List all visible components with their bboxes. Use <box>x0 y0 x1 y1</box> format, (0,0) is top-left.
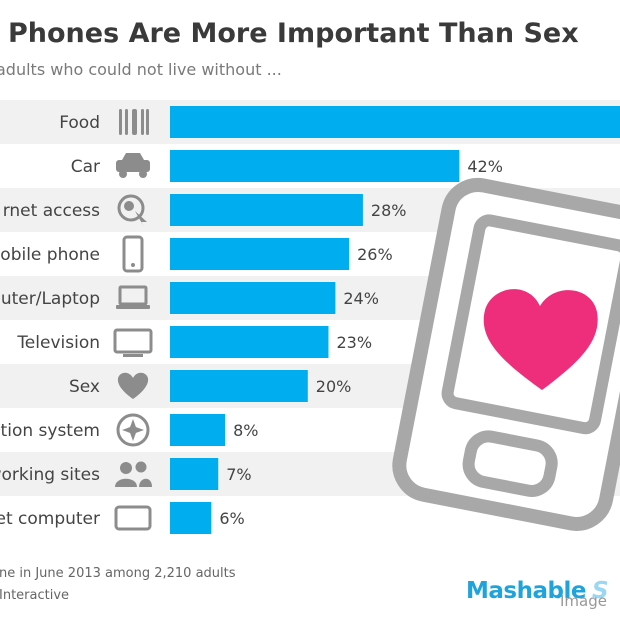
category-label: Sex <box>69 377 100 397</box>
category-label: uter/Laptop <box>1 289 100 309</box>
attribution-note: Interactive <box>0 588 70 603</box>
bar <box>170 502 212 534</box>
value-label: 24% <box>343 289 379 308</box>
value-label: 26% <box>357 245 393 264</box>
mashable-logo: Mashable <box>466 578 586 604</box>
category-label: Car <box>71 157 100 177</box>
page-title: Phones Are More Important Than Sex <box>8 18 579 49</box>
category-label: ation system <box>0 421 100 441</box>
category-label: obile phone <box>0 245 100 265</box>
television-icon <box>113 328 153 357</box>
phone-heart-illustration <box>392 177 620 531</box>
globe-cursor-icon <box>117 194 147 227</box>
cutlery-icon <box>119 109 149 135</box>
bar <box>170 326 329 358</box>
bar <box>170 150 460 182</box>
bar <box>170 414 226 446</box>
value-label: 28% <box>371 201 407 220</box>
bar <box>170 282 336 314</box>
category-label: et computer <box>0 509 100 529</box>
bar <box>170 194 363 226</box>
image-credit: Image <box>560 592 607 610</box>
car-icon <box>116 153 150 178</box>
laptop-icon <box>116 285 150 309</box>
heart-shape <box>483 289 598 390</box>
heart-icon <box>117 372 149 399</box>
brand-suffix: S <box>592 578 609 604</box>
bar <box>170 370 308 402</box>
tablet-icon <box>114 505 152 531</box>
value-label: 42% <box>467 157 503 176</box>
mobile-phone-icon <box>122 235 144 273</box>
value-label: 6% <box>219 509 244 528</box>
bar <box>170 458 219 490</box>
value-label: 23% <box>336 333 372 352</box>
bar <box>170 238 350 270</box>
value-label: 7% <box>226 465 251 484</box>
phone-home-button <box>462 430 558 497</box>
compass-icon <box>116 413 150 447</box>
bar <box>170 106 620 138</box>
category-label: working sites <box>0 465 100 485</box>
people-icon <box>115 461 152 487</box>
value-label: 8% <box>233 421 258 440</box>
page-subtitle: adults who could not live without ... <box>0 60 282 79</box>
value-label: 20% <box>316 377 352 396</box>
category-label: Food <box>59 113 100 133</box>
category-label: Television <box>16 333 100 353</box>
category-label: rnet access <box>3 201 100 221</box>
source-note: ne in June 2013 among 2,210 adults <box>0 566 236 581</box>
